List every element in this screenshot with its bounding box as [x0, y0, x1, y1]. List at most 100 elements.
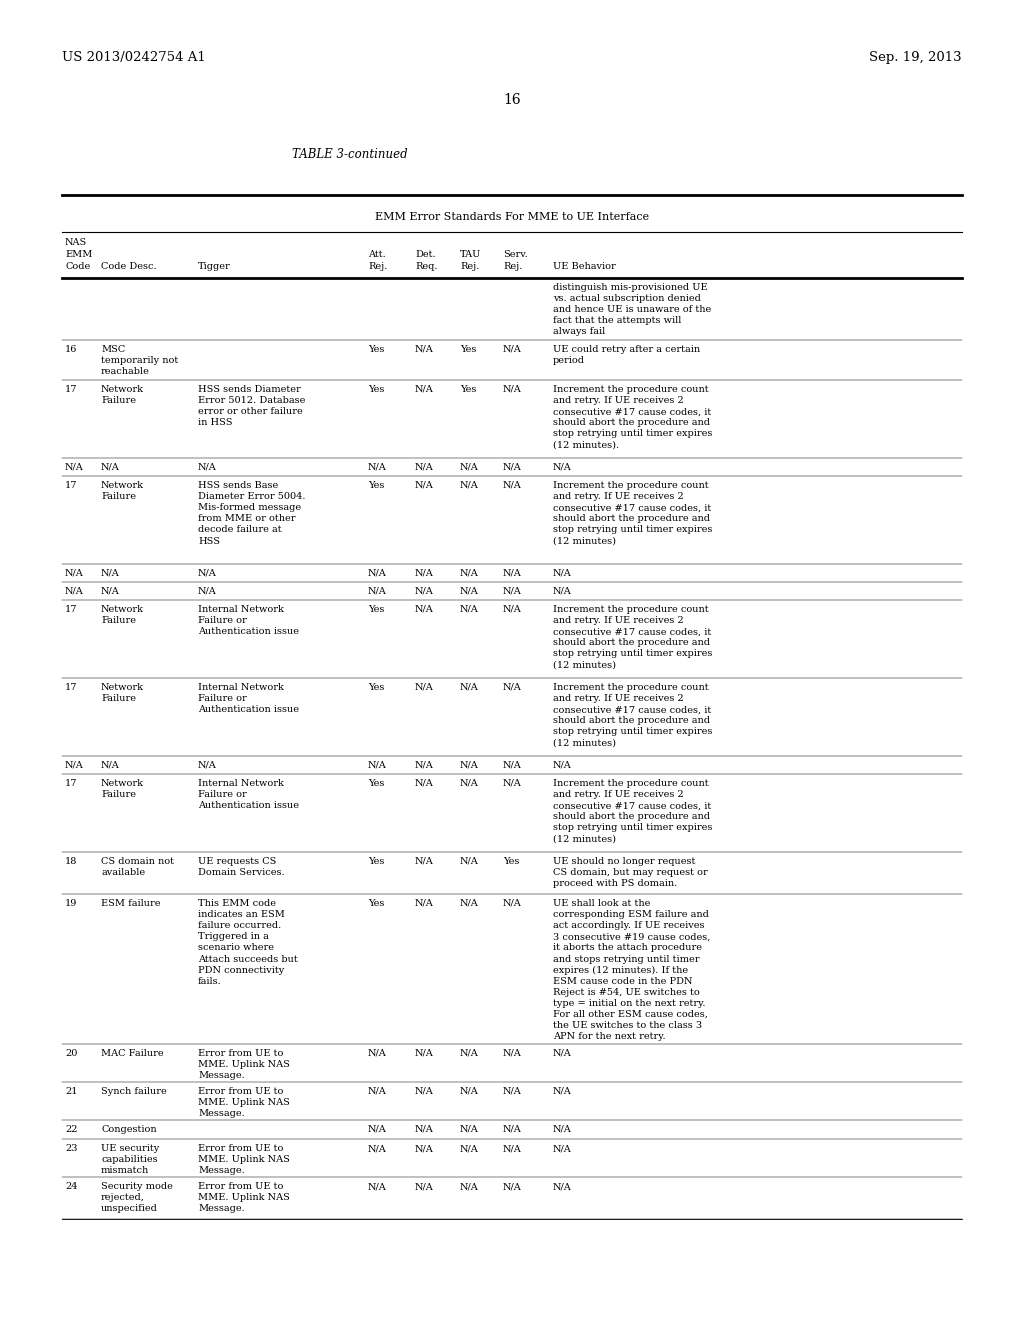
Text: N/A: N/A	[368, 1144, 387, 1152]
Text: N/A: N/A	[368, 762, 387, 770]
Text: UE security
capabilities
mismatch: UE security capabilities mismatch	[101, 1144, 160, 1175]
Text: Increment the procedure count
and retry. If UE receives 2
consecutive #17 cause : Increment the procedure count and retry.…	[553, 385, 713, 450]
Text: N/A: N/A	[553, 1181, 571, 1191]
Text: TAU: TAU	[460, 249, 481, 259]
Text: N/A: N/A	[65, 762, 84, 770]
Text: N/A: N/A	[198, 587, 217, 597]
Text: N/A: N/A	[368, 1086, 387, 1096]
Text: N/A: N/A	[503, 1181, 522, 1191]
Text: N/A: N/A	[101, 569, 120, 578]
Text: N/A: N/A	[460, 1144, 479, 1152]
Text: This EMM code
indicates an ESM
failure occurred.
Triggered in a
scenario where
A: This EMM code indicates an ESM failure o…	[198, 899, 298, 986]
Text: N/A: N/A	[503, 605, 522, 614]
Text: N/A: N/A	[368, 1125, 387, 1134]
Text: N/A: N/A	[101, 587, 120, 597]
Text: N/A: N/A	[503, 480, 522, 490]
Text: 22: 22	[65, 1125, 78, 1134]
Text: N/A: N/A	[101, 762, 120, 770]
Text: N/A: N/A	[198, 569, 217, 578]
Text: HSS sends Base
Diameter Error 5004.
Mis-formed message
from MME or other
decode : HSS sends Base Diameter Error 5004. Mis-…	[198, 480, 305, 545]
Text: EMM Error Standards For MME to UE Interface: EMM Error Standards For MME to UE Interf…	[375, 213, 649, 222]
Text: Yes: Yes	[368, 385, 384, 393]
Text: Increment the procedure count
and retry. If UE receives 2
consecutive #17 cause : Increment the procedure count and retry.…	[553, 682, 713, 747]
Text: Yes: Yes	[368, 899, 384, 908]
Text: N/A: N/A	[460, 762, 479, 770]
Text: N/A: N/A	[503, 587, 522, 597]
Text: 24: 24	[65, 1181, 78, 1191]
Text: 18: 18	[65, 857, 78, 866]
Text: 16: 16	[503, 92, 521, 107]
Text: N/A: N/A	[368, 569, 387, 578]
Text: N/A: N/A	[460, 605, 479, 614]
Text: Network
Failure: Network Failure	[101, 779, 144, 799]
Text: Yes: Yes	[368, 682, 384, 692]
Text: N/A: N/A	[460, 899, 479, 908]
Text: 17: 17	[65, 682, 78, 692]
Text: N/A: N/A	[553, 762, 571, 770]
Text: N/A: N/A	[460, 1125, 479, 1134]
Text: N/A: N/A	[503, 1125, 522, 1134]
Text: Yes: Yes	[368, 345, 384, 354]
Text: Network
Failure: Network Failure	[101, 605, 144, 626]
Text: N/A: N/A	[415, 857, 434, 866]
Text: N/A: N/A	[415, 587, 434, 597]
Text: N/A: N/A	[415, 1125, 434, 1134]
Text: Sep. 19, 2013: Sep. 19, 2013	[869, 51, 962, 65]
Text: 16: 16	[65, 345, 78, 354]
Text: N/A: N/A	[460, 1049, 479, 1059]
Text: 17: 17	[65, 385, 78, 393]
Text: Req.: Req.	[415, 261, 437, 271]
Text: N/A: N/A	[101, 463, 120, 473]
Text: N/A: N/A	[65, 569, 84, 578]
Text: N/A: N/A	[415, 899, 434, 908]
Text: N/A: N/A	[503, 1086, 522, 1096]
Text: 20: 20	[65, 1049, 78, 1059]
Text: N/A: N/A	[503, 682, 522, 692]
Text: Error from UE to
MME. Uplink NAS
Message.: Error from UE to MME. Uplink NAS Message…	[198, 1086, 290, 1118]
Text: Rej.: Rej.	[368, 261, 387, 271]
Text: CS domain not
available: CS domain not available	[101, 857, 174, 876]
Text: N/A: N/A	[460, 857, 479, 866]
Text: N/A: N/A	[460, 587, 479, 597]
Text: Tigger: Tigger	[198, 261, 230, 271]
Text: UE requests CS
Domain Services.: UE requests CS Domain Services.	[198, 857, 285, 876]
Text: N/A: N/A	[503, 899, 522, 908]
Text: N/A: N/A	[415, 385, 434, 393]
Text: Yes: Yes	[368, 605, 384, 614]
Text: N/A: N/A	[415, 1144, 434, 1152]
Text: UE shall look at the
corresponding ESM failure and
act accordingly. If UE receiv: UE shall look at the corresponding ESM f…	[553, 899, 711, 1041]
Text: Serv.: Serv.	[503, 249, 527, 259]
Text: N/A: N/A	[368, 1181, 387, 1191]
Text: NAS: NAS	[65, 238, 87, 247]
Text: N/A: N/A	[553, 1144, 571, 1152]
Text: N/A: N/A	[553, 1125, 571, 1134]
Text: ESM failure: ESM failure	[101, 899, 161, 908]
Text: Internal Network
Failure or
Authentication issue: Internal Network Failure or Authenticati…	[198, 682, 299, 714]
Text: N/A: N/A	[198, 762, 217, 770]
Text: N/A: N/A	[368, 463, 387, 473]
Text: N/A: N/A	[460, 569, 479, 578]
Text: N/A: N/A	[460, 1086, 479, 1096]
Text: N/A: N/A	[503, 463, 522, 473]
Text: Att.: Att.	[368, 249, 386, 259]
Text: distinguish mis-provisioned UE
vs. actual subscription denied
and hence UE is un: distinguish mis-provisioned UE vs. actua…	[553, 282, 712, 337]
Text: N/A: N/A	[503, 1144, 522, 1152]
Text: Network
Failure: Network Failure	[101, 480, 144, 502]
Text: N/A: N/A	[415, 682, 434, 692]
Text: N/A: N/A	[65, 587, 84, 597]
Text: US 2013/0242754 A1: US 2013/0242754 A1	[62, 51, 206, 65]
Text: UE Behavior: UE Behavior	[553, 261, 615, 271]
Text: Increment the procedure count
and retry. If UE receives 2
consecutive #17 cause : Increment the procedure count and retry.…	[553, 605, 713, 669]
Text: N/A: N/A	[415, 605, 434, 614]
Text: Error from UE to
MME. Uplink NAS
Message.: Error from UE to MME. Uplink NAS Message…	[198, 1049, 290, 1080]
Text: Error from UE to
MME. Uplink NAS
Message.: Error from UE to MME. Uplink NAS Message…	[198, 1144, 290, 1175]
Text: N/A: N/A	[503, 569, 522, 578]
Text: Yes: Yes	[368, 480, 384, 490]
Text: N/A: N/A	[503, 345, 522, 354]
Text: Code: Code	[65, 261, 90, 271]
Text: N/A: N/A	[460, 779, 479, 788]
Text: EMM: EMM	[65, 249, 92, 259]
Text: N/A: N/A	[198, 463, 217, 473]
Text: N/A: N/A	[415, 463, 434, 473]
Text: N/A: N/A	[65, 463, 84, 473]
